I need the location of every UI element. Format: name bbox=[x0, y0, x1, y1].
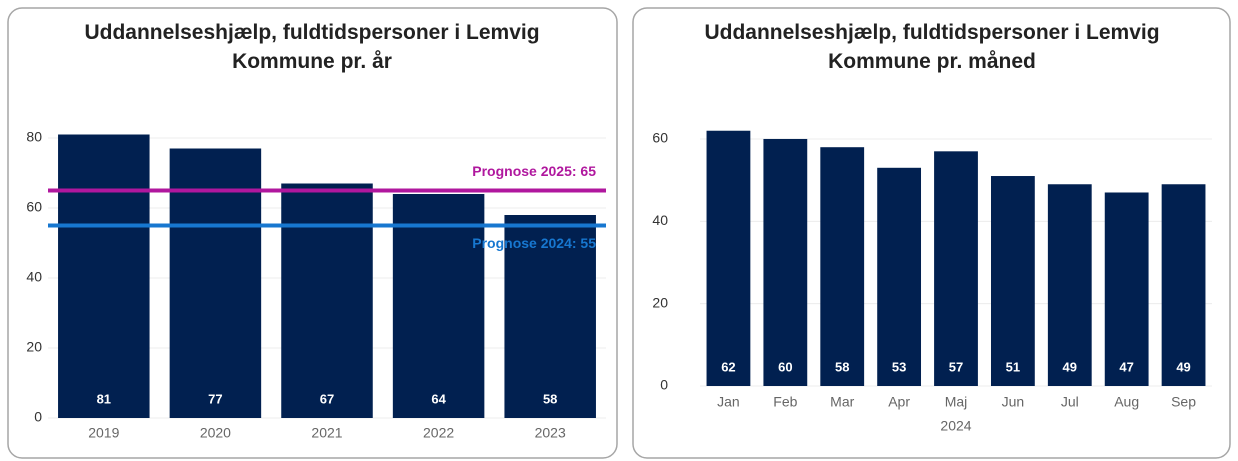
chart-title: Uddannelseshjælp, fuldtidspersoner i Lem… bbox=[704, 21, 1160, 73]
x-tick-label: Maj bbox=[945, 394, 968, 410]
x-tick-label: Jun bbox=[1002, 394, 1025, 410]
x-tick-label: 2021 bbox=[311, 425, 342, 441]
data-label: 49 bbox=[1176, 359, 1190, 374]
y-tick-label: 0 bbox=[34, 409, 42, 425]
data-label: 81 bbox=[97, 391, 111, 406]
x-tick-label: Sep bbox=[1171, 394, 1196, 410]
x-tick-label: 2022 bbox=[423, 425, 454, 441]
data-label: 62 bbox=[721, 359, 735, 374]
bar bbox=[820, 147, 865, 386]
data-label: 77 bbox=[208, 391, 222, 406]
data-label: 58 bbox=[835, 359, 849, 374]
y-tick-label: 80 bbox=[26, 129, 42, 145]
x-tick-label: 2020 bbox=[200, 425, 231, 441]
chart-title: Uddannelseshjælp, fuldtidspersoner i Lem… bbox=[84, 21, 540, 73]
bar bbox=[169, 148, 262, 418]
reference-label: Prognose 2024: 55 bbox=[472, 235, 596, 251]
x-tick-label: Aug bbox=[1114, 394, 1139, 410]
y-tick-label: 20 bbox=[652, 294, 668, 310]
x-tick-label: 2023 bbox=[535, 425, 566, 441]
y-tick-label: 0 bbox=[660, 377, 668, 393]
data-label: 64 bbox=[431, 391, 446, 406]
x-tick-label: Apr bbox=[888, 394, 910, 410]
y-tick-label: 60 bbox=[652, 130, 668, 146]
data-label: 47 bbox=[1119, 359, 1133, 374]
x-tick-label: Jan bbox=[717, 394, 740, 410]
bar bbox=[877, 167, 922, 386]
data-label: 58 bbox=[543, 391, 557, 406]
bar bbox=[281, 183, 373, 418]
bar bbox=[990, 176, 1035, 386]
data-label: 49 bbox=[1063, 359, 1077, 374]
x-tick-label: Jul bbox=[1061, 394, 1079, 410]
bar bbox=[1104, 192, 1149, 386]
data-label: 51 bbox=[1006, 359, 1020, 374]
y-tick-label: 40 bbox=[652, 212, 668, 228]
x-tick-label: 2019 bbox=[88, 425, 119, 441]
data-label: 67 bbox=[320, 391, 334, 406]
bar bbox=[763, 138, 808, 386]
data-label: 53 bbox=[892, 359, 906, 374]
y-tick-label: 40 bbox=[26, 269, 42, 285]
x-tick-label: Mar bbox=[830, 394, 854, 410]
bar bbox=[706, 130, 751, 386]
reference-label: Prognose 2025: 65 bbox=[472, 163, 596, 179]
bar bbox=[934, 151, 978, 386]
bar bbox=[1161, 184, 1206, 386]
y-tick-label: 20 bbox=[26, 339, 42, 355]
bar bbox=[58, 134, 150, 418]
x-axis-title: 2024 bbox=[940, 418, 971, 434]
data-label: 57 bbox=[949, 359, 963, 374]
y-tick-label: 60 bbox=[26, 199, 42, 215]
bar bbox=[504, 215, 596, 418]
bar bbox=[1047, 184, 1092, 386]
data-label: 60 bbox=[778, 359, 792, 374]
bar bbox=[392, 194, 485, 418]
x-tick-label: Feb bbox=[773, 394, 797, 410]
